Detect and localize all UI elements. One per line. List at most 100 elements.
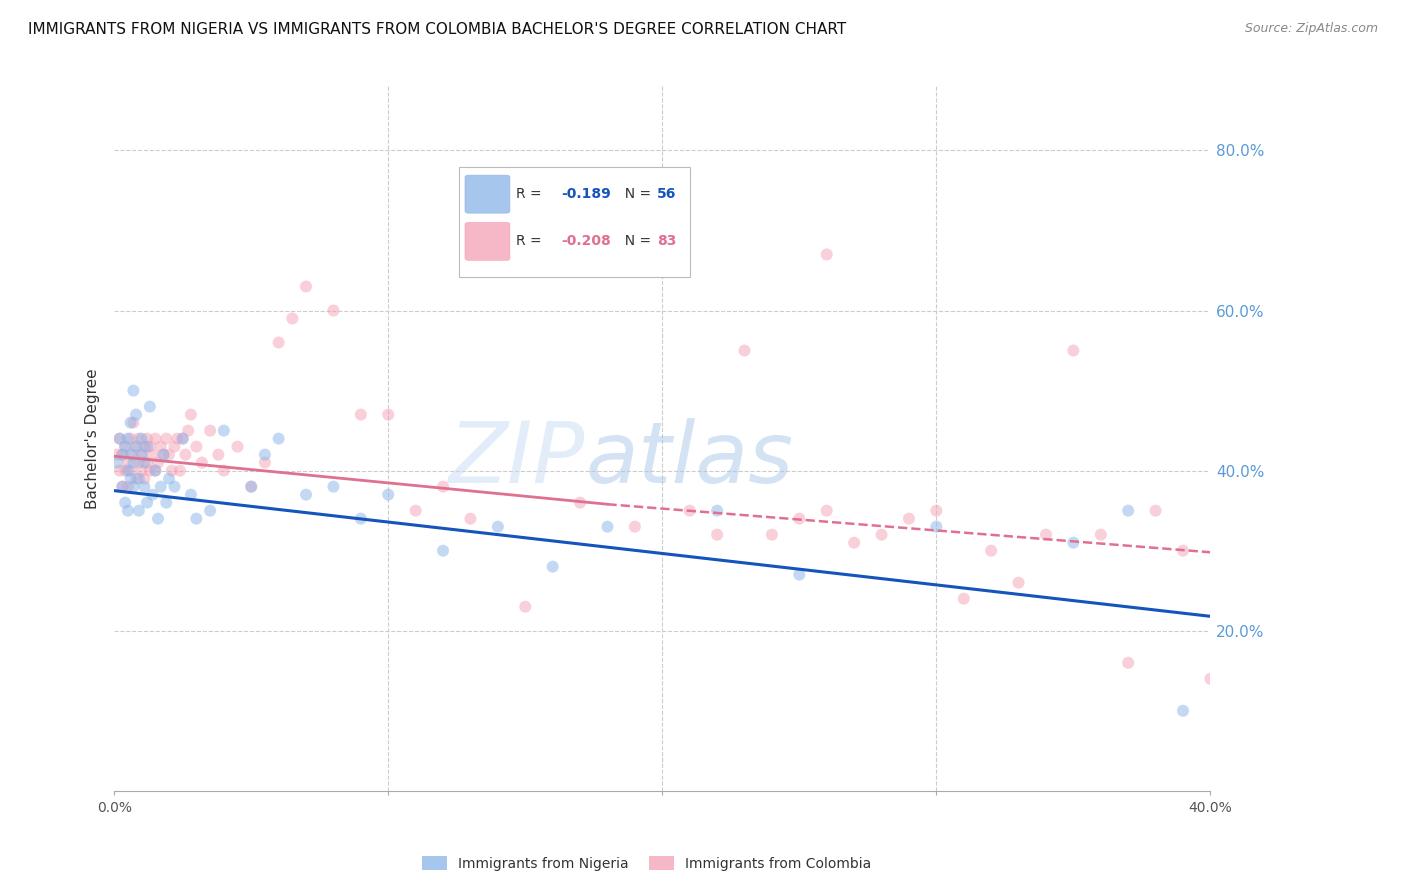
Point (128, 432, 150, 446)
Point (207, 448, 229, 462)
Text: -0.189: -0.189 (561, 187, 612, 201)
Point (146, 456, 169, 470)
Point (432, 543, 454, 558)
Point (980, 543, 1002, 558)
Point (377, 488, 399, 502)
Point (136, 496, 159, 510)
Point (128, 456, 150, 470)
Text: N =: N = (616, 235, 655, 248)
Point (134, 456, 156, 470)
Point (240, 480, 263, 494)
Point (120, 448, 142, 462)
Point (322, 303, 344, 318)
Point (897, 511, 920, 525)
Point (128, 503, 150, 517)
Point (142, 488, 165, 502)
Point (155, 432, 177, 446)
Point (111, 480, 134, 494)
Point (789, 567, 811, 582)
Point (108, 432, 131, 446)
Point (1171, 543, 1194, 558)
Point (142, 448, 165, 462)
Text: Source: ZipAtlas.com: Source: ZipAtlas.com (1244, 22, 1378, 36)
Point (166, 432, 188, 446)
Point (111, 448, 134, 462)
Point (377, 408, 399, 422)
Point (139, 464, 162, 478)
Point (267, 432, 290, 446)
Point (295, 279, 318, 293)
Point (120, 464, 142, 478)
Point (460, 511, 482, 525)
Point (679, 503, 702, 517)
Point (114, 440, 136, 454)
Text: -0.208: -0.208 (561, 235, 612, 248)
Point (146, 511, 169, 525)
Point (240, 480, 263, 494)
Point (1062, 343, 1084, 358)
Point (789, 511, 811, 525)
Point (131, 464, 153, 478)
Point (120, 472, 142, 486)
Point (149, 480, 172, 494)
Point (120, 416, 142, 430)
Point (1035, 527, 1057, 541)
Point (134, 472, 156, 486)
Point (125, 472, 148, 486)
Point (186, 440, 208, 454)
Point (198, 503, 221, 517)
Point (253, 456, 276, 470)
Point (815, 503, 838, 517)
Point (1199, 672, 1222, 686)
Point (114, 440, 136, 454)
Point (117, 456, 139, 470)
Point (125, 440, 148, 454)
Point (143, 464, 166, 478)
Point (515, 599, 537, 614)
FancyBboxPatch shape (465, 222, 510, 260)
Point (139, 400, 162, 414)
Point (1062, 535, 1084, 549)
Point (1007, 575, 1029, 590)
Point (350, 511, 373, 525)
Point (122, 384, 145, 398)
Point (139, 440, 162, 454)
Point (925, 519, 948, 533)
Point (281, 311, 304, 326)
Point (295, 488, 318, 502)
Point (108, 464, 131, 478)
Point (569, 496, 592, 510)
Point (191, 456, 214, 470)
Text: 83: 83 (657, 235, 676, 248)
Point (111, 480, 134, 494)
Point (105, 448, 128, 462)
Point (267, 335, 290, 350)
Point (169, 464, 191, 478)
Point (111, 448, 134, 462)
Point (186, 511, 208, 525)
Text: N =: N = (616, 187, 655, 201)
Point (122, 416, 145, 430)
Point (405, 503, 427, 517)
Point (172, 432, 194, 446)
Point (180, 488, 202, 502)
Point (624, 519, 647, 533)
Point (117, 503, 139, 517)
Point (131, 448, 153, 462)
Point (163, 480, 186, 494)
Point (143, 464, 166, 478)
Point (177, 424, 200, 438)
Point (155, 496, 177, 510)
Point (212, 424, 235, 438)
Point (105, 456, 128, 470)
Text: IMMIGRANTS FROM NIGERIA VS IMMIGRANTS FROM COLOMBIA BACHELOR'S DEGREE CORRELATIO: IMMIGRANTS FROM NIGERIA VS IMMIGRANTS FR… (28, 22, 846, 37)
Point (117, 432, 139, 446)
Point (160, 464, 183, 478)
Point (870, 527, 893, 541)
Point (136, 456, 159, 470)
Point (136, 440, 159, 454)
Point (117, 464, 139, 478)
Point (114, 496, 136, 510)
Point (125, 408, 148, 422)
Point (128, 472, 150, 486)
